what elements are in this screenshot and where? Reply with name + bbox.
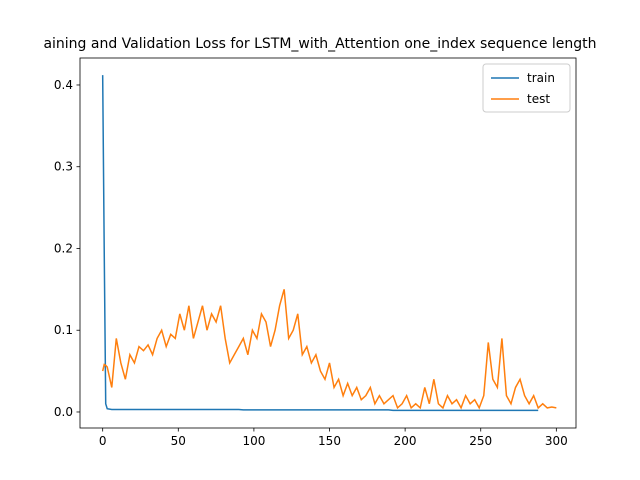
y-tick-label: 0.0	[54, 405, 73, 419]
y-tick-label: 0.2	[54, 241, 73, 255]
x-tick-label: 250	[469, 434, 492, 448]
series-line	[101, 289, 557, 410]
x-tick-label: 50	[171, 434, 186, 448]
x-tick-label: 0	[99, 434, 107, 448]
y-tick-label: 0.1	[54, 323, 73, 337]
legend-label: test	[527, 92, 550, 106]
legend-label: train	[527, 71, 555, 85]
y-tick-label: 0.3	[54, 160, 73, 174]
x-tick-label: 100	[242, 434, 265, 448]
series-line	[101, 75, 539, 412]
y-tick-label: 0.4	[54, 78, 73, 92]
plot-frame	[79, 57, 577, 429]
legend-box	[482, 63, 571, 113]
x-tick-label: 300	[545, 434, 568, 448]
x-tick-label: 150	[318, 434, 341, 448]
chart-title: aining and Validation Loss for LSTM_with…	[43, 36, 596, 52]
x-tick-label: 200	[394, 434, 417, 448]
